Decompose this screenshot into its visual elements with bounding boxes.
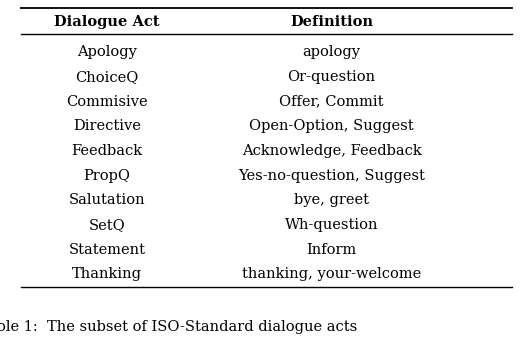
Text: bye, greet: bye, greet [294,193,369,208]
Text: Inform: Inform [306,243,357,257]
Text: ole 1:  The subset of ISO-Standard dialogue acts: ole 1: The subset of ISO-Standard dialog… [0,320,358,334]
Text: Yes-no-question, Suggest: Yes-no-question, Suggest [238,169,425,183]
Text: Definition: Definition [290,15,373,29]
Text: Wh-question: Wh-question [284,218,378,232]
Text: PropQ: PropQ [84,169,130,183]
Text: Statement: Statement [68,243,146,257]
Text: Commisive: Commisive [66,95,148,109]
Text: Directive: Directive [73,119,141,134]
Text: thanking, your-welcome: thanking, your-welcome [242,267,421,282]
Text: Apology: Apology [77,45,137,59]
Text: Or-question: Or-question [288,70,375,84]
Text: Salutation: Salutation [69,193,145,208]
Text: Thanking: Thanking [72,267,142,282]
Text: SetQ: SetQ [89,218,125,232]
Text: Acknowledge, Feedback: Acknowledge, Feedback [242,144,421,158]
Text: Open-Option, Suggest: Open-Option, Suggest [249,119,414,134]
Text: ChoiceQ: ChoiceQ [75,70,139,84]
Text: Offer, Commit: Offer, Commit [279,95,384,109]
Text: Feedback: Feedback [72,144,143,158]
Text: apology: apology [302,45,361,59]
Text: Dialogue Act: Dialogue Act [54,15,160,29]
